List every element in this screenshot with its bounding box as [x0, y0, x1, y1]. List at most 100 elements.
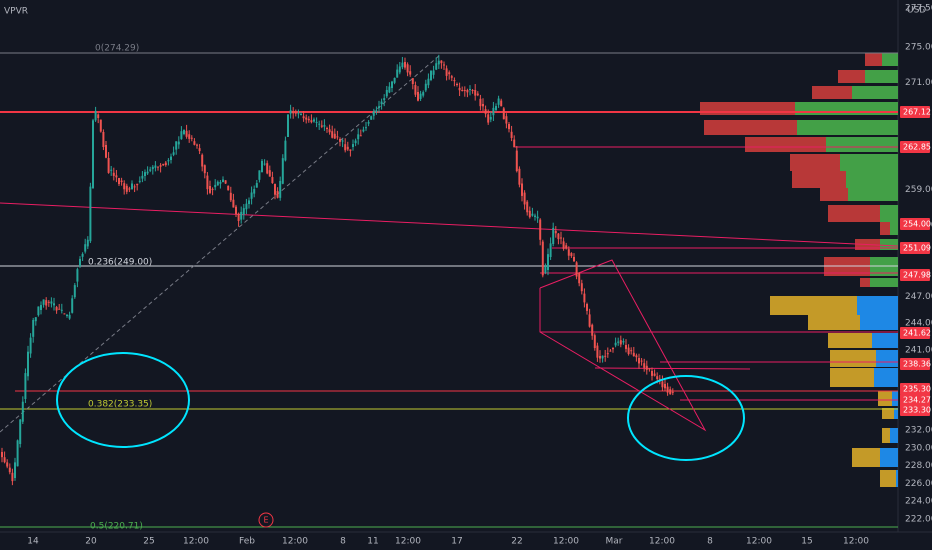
candles — [1, 54, 674, 486]
candle-body — [372, 111, 375, 116]
candle-body — [622, 341, 625, 343]
candle-body — [554, 231, 557, 234]
candle-body — [84, 244, 87, 252]
candle-body — [276, 190, 279, 198]
candle-body — [617, 341, 620, 343]
fib-label: 0(274.29) — [95, 44, 139, 54]
candle-body — [625, 345, 627, 349]
candle-body — [326, 128, 328, 129]
candle-body — [562, 241, 565, 249]
candle-body — [560, 237, 562, 239]
candle-body — [162, 163, 165, 166]
candle-body — [367, 122, 370, 124]
price-tag-label: 247.98 — [903, 271, 931, 280]
candle-body — [302, 116, 305, 119]
profile-bar — [812, 86, 852, 99]
candle-body — [489, 116, 492, 120]
candle-body — [188, 134, 191, 139]
candle-body — [565, 245, 568, 249]
candle-body — [16, 440, 19, 467]
candle-body — [120, 180, 123, 183]
candle-body — [219, 182, 222, 184]
candle-body — [284, 140, 287, 161]
candle-body — [346, 146, 349, 150]
price-tick-label: 271.00 — [905, 78, 932, 88]
candle-body — [190, 137, 193, 139]
profile-bar — [870, 278, 898, 287]
candle-body — [409, 71, 412, 75]
profile-bar — [892, 391, 898, 406]
time-tick-label: 8 — [340, 537, 346, 547]
candle-body — [14, 462, 16, 478]
time-tick-label: 12:00 — [649, 537, 675, 547]
candle-body — [300, 114, 302, 116]
candle-body — [37, 306, 40, 316]
wedge — [515, 146, 898, 432]
price-tick-label: 224.00 — [905, 497, 932, 507]
candle-body — [661, 381, 664, 388]
candle-body — [567, 249, 570, 256]
candle-body — [310, 120, 313, 123]
candle-body — [203, 165, 206, 174]
time-tick-label: 12:00 — [746, 537, 772, 547]
candle-body — [484, 109, 487, 114]
candle-body — [396, 69, 399, 78]
candle-body — [635, 355, 638, 358]
price-tag — [900, 404, 930, 416]
candle-body — [42, 299, 45, 305]
profile-bar — [790, 154, 840, 171]
candle-body — [401, 62, 404, 68]
price-tag-label: 251.09 — [903, 244, 931, 253]
candle-body — [601, 355, 604, 359]
time-tick-label: 8 — [707, 537, 713, 547]
time-tick-label: 11 — [367, 537, 378, 547]
candle-body — [201, 154, 204, 167]
candle-body — [575, 262, 578, 277]
candle-body — [149, 169, 152, 171]
candle-body — [50, 301, 53, 304]
candle-body — [456, 84, 458, 85]
profile-bar — [770, 296, 857, 315]
candle-body — [27, 351, 29, 377]
candle-body — [222, 179, 224, 182]
price-tick-label: 259.00 — [905, 185, 932, 195]
candle-body — [630, 350, 633, 352]
candle-body — [105, 145, 107, 158]
candle-body — [502, 108, 505, 120]
candle-body — [591, 324, 594, 336]
candle-body — [281, 158, 284, 184]
price-tag — [900, 106, 930, 118]
candle-body — [92, 120, 94, 188]
candle-body — [440, 60, 443, 64]
candle-body — [79, 258, 81, 266]
candle-body — [357, 134, 360, 140]
price-tag — [900, 327, 930, 339]
candle-body — [414, 85, 417, 95]
candle-body — [549, 243, 552, 257]
candle-body — [110, 169, 113, 171]
candle-body — [557, 233, 560, 240]
candle-body — [375, 110, 378, 112]
candle-body — [526, 201, 529, 213]
candle-body — [448, 72, 451, 75]
time-tick-label: 12:00 — [553, 537, 579, 547]
profile-bar — [700, 102, 795, 115]
candle-body — [627, 347, 630, 355]
candle-body — [206, 175, 209, 190]
time-tick-label: Feb — [239, 537, 255, 547]
candle-body — [128, 188, 131, 190]
candle-body — [383, 98, 386, 101]
profile-bar — [826, 137, 898, 152]
profile-bar — [874, 368, 898, 387]
candle-body — [131, 183, 133, 189]
candle-body — [453, 80, 456, 82]
candle-body — [643, 363, 646, 368]
candle-body — [323, 125, 326, 127]
candle-body — [492, 107, 495, 116]
candle-body — [164, 162, 167, 166]
candle-body — [513, 139, 516, 148]
candle-body — [669, 389, 672, 395]
candle-body — [76, 269, 79, 282]
price-tag — [900, 141, 930, 153]
profile-bar — [876, 350, 898, 367]
